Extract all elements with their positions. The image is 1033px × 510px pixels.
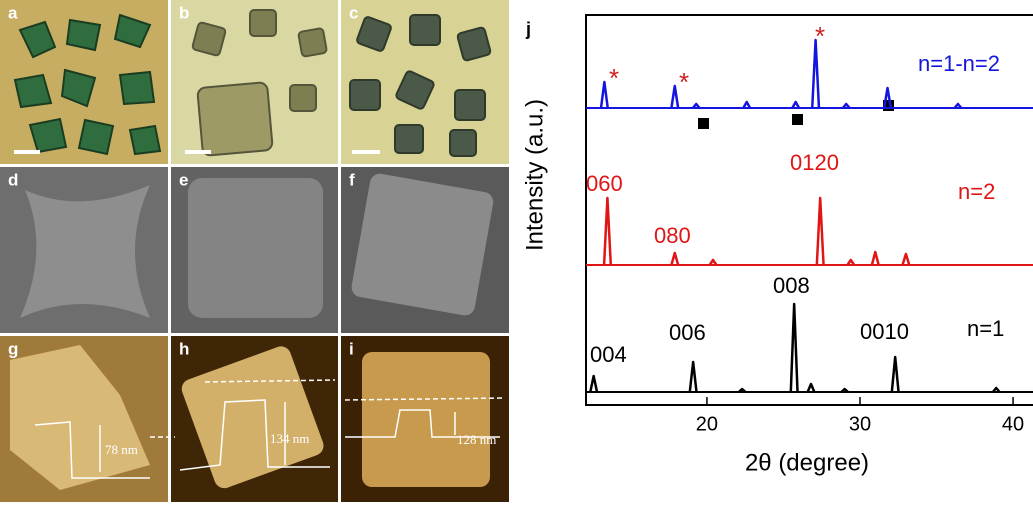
- peak-label: 060: [586, 171, 623, 196]
- height-annotation: 128 nm: [457, 432, 496, 447]
- diffraction-peak: [590, 376, 597, 392]
- diffraction-peak: [903, 254, 910, 265]
- panel-label: i: [349, 339, 354, 358]
- diffraction-peak: [791, 304, 798, 392]
- panel-label: j: [525, 19, 531, 39]
- series-label: n=1: [967, 316, 1004, 341]
- figure: a b c d e f g 78 nm h 134 nm i 128 nm j 2θ (degree)…: [0, 0, 1033, 505]
- diffraction-peak: [872, 252, 879, 265]
- series-label: n=2: [958, 179, 995, 204]
- x-tick-label: 20: [696, 413, 718, 435]
- panel-label: b: [179, 3, 189, 22]
- diffraction-peak: [601, 82, 608, 108]
- panel-label: d: [8, 170, 18, 189]
- panel-label: g: [8, 339, 18, 358]
- peak-label: 080: [654, 223, 691, 248]
- diffraction-peak: [690, 362, 697, 392]
- svg-text:*: *: [679, 67, 689, 97]
- markers: ***: [609, 21, 894, 129]
- diffraction-peak: [892, 357, 899, 392]
- diffraction-peak: [817, 198, 824, 265]
- panel-label: c: [349, 3, 358, 22]
- diffraction-peak: [671, 86, 678, 108]
- afm-panels: [0, 336, 509, 502]
- peak-label: 0010: [860, 319, 909, 344]
- sem-panels: [0, 167, 509, 333]
- x-axis-title: 2θ (degree): [745, 449, 869, 476]
- diffraction-peak: [808, 384, 815, 392]
- optical-panels: [0, 0, 509, 164]
- height-annotation: 134 nm: [270, 431, 309, 446]
- diffraction-peak: [671, 253, 678, 265]
- panel-label: e: [179, 170, 188, 189]
- peak-label: 008: [773, 273, 810, 298]
- peak-label: 006: [669, 320, 706, 345]
- x-tick-label: 30: [849, 413, 871, 435]
- x-tick-label: 40: [1002, 413, 1024, 435]
- height-annotation: 78 nm: [105, 442, 138, 457]
- peak-label: 004: [590, 342, 627, 367]
- series-label: n=1-n=2: [918, 51, 1000, 76]
- diffraction-peak: [604, 198, 611, 265]
- panel-label: h: [179, 339, 189, 358]
- panel-label: a: [8, 3, 18, 22]
- panel-label: f: [349, 170, 355, 189]
- y-axis-title: Intensity (a.u.): [521, 99, 548, 251]
- peak-label: 0120: [790, 150, 839, 175]
- svg-text:*: *: [609, 63, 619, 93]
